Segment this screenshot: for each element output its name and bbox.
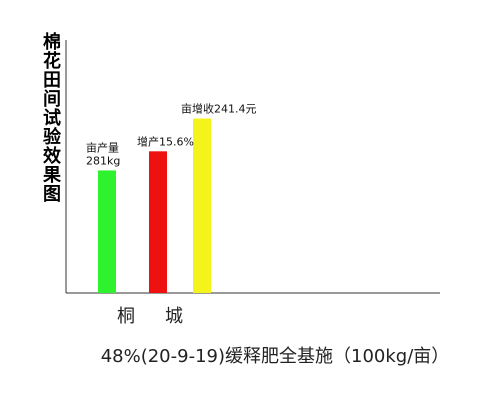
chart-title-char: 棉 bbox=[43, 31, 61, 53]
chart-caption: 48%(20-9-19)缓释肥全基施（100kg/亩） bbox=[101, 346, 450, 367]
bar-2 bbox=[149, 151, 167, 293]
chart-title-char: 田 bbox=[43, 70, 61, 91]
chart-title-char: 验 bbox=[43, 126, 62, 148]
data-label-1-1: 亩产量 bbox=[86, 140, 119, 154]
chart-title-char: 图 bbox=[43, 184, 61, 205]
bars bbox=[98, 118, 211, 293]
data-label-1-2: 281kg bbox=[86, 154, 120, 167]
bar-1 bbox=[98, 170, 116, 293]
chart-title-char: 间 bbox=[43, 89, 61, 110]
chart-title-char: 果 bbox=[42, 165, 62, 186]
data-label-3-1: 亩增收241.4元 bbox=[181, 102, 257, 116]
x-group-label-2: 城 bbox=[165, 306, 183, 327]
chart-title-char: 花 bbox=[43, 50, 61, 72]
bar-3 bbox=[193, 118, 211, 293]
chart-title-char: 试 bbox=[43, 107, 61, 129]
data-label-2-1: 增产15.6% bbox=[137, 134, 194, 148]
x-group-label-1: 桐 bbox=[117, 306, 135, 327]
chart-title-char: 效 bbox=[43, 145, 62, 167]
